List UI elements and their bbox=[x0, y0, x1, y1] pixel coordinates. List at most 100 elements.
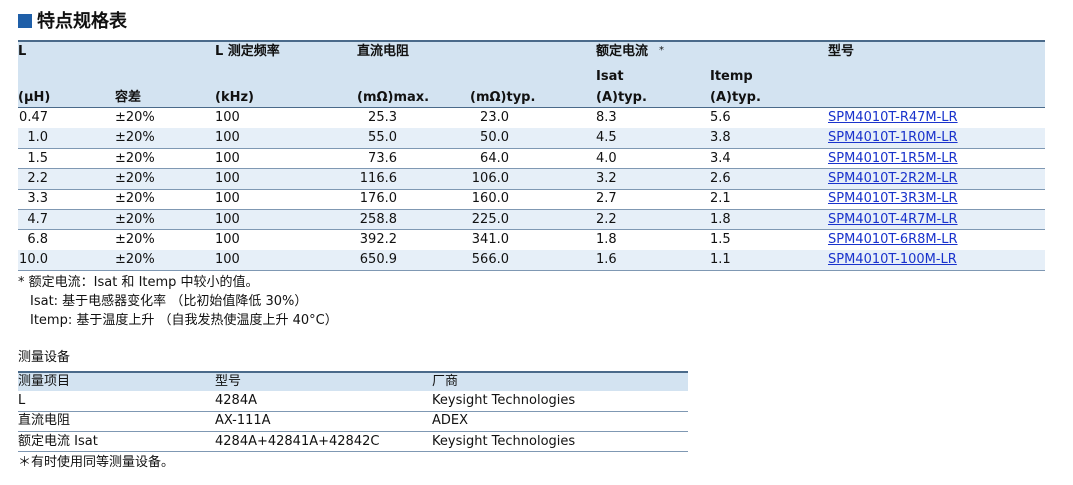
eq-header-bg bbox=[18, 372, 688, 391]
header-cell: 额定电流 bbox=[596, 44, 649, 59]
cell: 10.0 bbox=[19, 252, 48, 268]
model-link[interactable]: SPM4010T-4R7M-LR bbox=[828, 211, 958, 227]
model-link[interactable]: SPM4010T-1R0M-LR bbox=[828, 130, 958, 146]
header-cell: L 测定频率 bbox=[215, 44, 280, 59]
cell: 341.0 bbox=[471, 231, 509, 247]
eq-cell: Keysight Technologies bbox=[432, 433, 576, 449]
cell: 64.0 bbox=[480, 150, 509, 166]
header-cell: Isat bbox=[596, 69, 624, 84]
cell: 1.1 bbox=[710, 252, 731, 268]
cell: 25.3 bbox=[368, 110, 397, 125]
row-bg bbox=[18, 209, 1045, 230]
eq-row-line bbox=[18, 431, 688, 432]
model-link[interactable]: SPM4010T-3R3M-LR bbox=[828, 191, 958, 207]
cell: ±20% bbox=[115, 252, 155, 268]
header-cell: 直流电阻 bbox=[357, 44, 410, 59]
note: * 额定电流：Isat 和 Itemp 中较小的值。 bbox=[18, 275, 259, 290]
eq-cell: AX-111A bbox=[215, 413, 271, 429]
row-line bbox=[18, 249, 1045, 251]
cell: 1.6 bbox=[596, 252, 617, 268]
title-square bbox=[18, 14, 32, 28]
cell: 4.0 bbox=[596, 150, 617, 166]
header-cell: (μH) bbox=[18, 90, 51, 105]
cell: 2.7 bbox=[596, 191, 617, 207]
header-cell: (mΩ)typ. bbox=[470, 90, 536, 105]
model-link[interactable]: SPM4010T-R47M-LR bbox=[828, 110, 958, 125]
eq-cell: Keysight Technologies bbox=[432, 393, 576, 408]
model-link[interactable]: SPM4010T-100M-LR bbox=[828, 252, 957, 268]
cell: 55.0 bbox=[368, 130, 397, 146]
cell: 2.1 bbox=[710, 191, 731, 207]
cell: 100 bbox=[215, 191, 240, 207]
cell: 106.0 bbox=[471, 170, 509, 186]
cell: ±20% bbox=[115, 110, 155, 125]
cell: 1.8 bbox=[596, 231, 617, 247]
section-title: 测量设备 bbox=[18, 350, 71, 365]
eq-header-cell: 厂商 bbox=[432, 374, 459, 389]
cell: 100 bbox=[215, 110, 240, 125]
cell: 566.0 bbox=[471, 252, 509, 268]
eq-header-cell: 型号 bbox=[215, 374, 242, 389]
title: 特点规格表 bbox=[37, 11, 127, 32]
cell: 1.0 bbox=[27, 130, 48, 146]
cell: 1.8 bbox=[710, 211, 731, 227]
eq-row-line bbox=[18, 410, 688, 412]
cell: 1.5 bbox=[710, 231, 731, 247]
model-link[interactable]: SPM4010T-1R5M-LR bbox=[828, 150, 958, 166]
header-cell: 型号 bbox=[828, 44, 855, 59]
header-bottom-line bbox=[18, 107, 1045, 108]
note: Itemp: 基于温度上升 （自我发热使温度上升 40°C） bbox=[30, 313, 338, 328]
header-cell: L bbox=[18, 44, 27, 59]
cell: 100 bbox=[215, 211, 240, 227]
cell: 258.8 bbox=[359, 211, 397, 227]
cell: ±20% bbox=[115, 231, 155, 247]
table-top-line bbox=[18, 40, 1045, 42]
cell: 2.6 bbox=[710, 170, 731, 186]
row-line bbox=[18, 188, 1045, 190]
cell: ±20% bbox=[115, 211, 155, 227]
row-bg bbox=[18, 250, 1045, 271]
cell: 392.2 bbox=[359, 231, 397, 247]
cell: ±20% bbox=[115, 130, 155, 146]
cell: 176.0 bbox=[359, 191, 397, 207]
cell: 50.0 bbox=[480, 130, 509, 146]
cell: 100 bbox=[215, 150, 240, 166]
footnote: ＊有时使用同等测量设备。 bbox=[18, 455, 175, 470]
cell: 100 bbox=[215, 170, 240, 186]
row-bg bbox=[18, 128, 1045, 149]
eq-row-line bbox=[18, 451, 688, 453]
row-line bbox=[18, 168, 1045, 170]
eq-cell: 4284A+42841A+42842C bbox=[215, 433, 380, 449]
header-cell: Itemp bbox=[710, 69, 753, 84]
model-link[interactable]: SPM4010T-2R2M-LR bbox=[828, 170, 958, 186]
row-line bbox=[18, 269, 1045, 271]
row-line bbox=[18, 209, 1045, 210]
cell: 4.5 bbox=[596, 130, 617, 146]
header-mark: * bbox=[659, 45, 664, 56]
header-cell: (kHz) bbox=[215, 90, 254, 105]
cell: 0.47 bbox=[19, 110, 48, 125]
eq-cell: 直流电阻 bbox=[18, 413, 71, 429]
cell: ±20% bbox=[115, 170, 155, 186]
cell: 3.4 bbox=[710, 150, 731, 166]
cell: ±20% bbox=[115, 150, 155, 166]
cell: 5.6 bbox=[710, 110, 731, 125]
eq-cell: L bbox=[18, 393, 26, 408]
cell: 100 bbox=[215, 231, 240, 247]
cell: 3.2 bbox=[596, 170, 617, 186]
header-cell: 容差 bbox=[115, 90, 142, 105]
eq-top-line bbox=[18, 371, 688, 373]
eq-cell: 额定电流 Isat bbox=[18, 433, 98, 449]
row-line bbox=[18, 229, 1045, 231]
eq-header-cell: 测量项目 bbox=[18, 374, 71, 389]
cell: 2.2 bbox=[596, 211, 617, 227]
header-cell: (A)typ. bbox=[596, 90, 647, 105]
cell: 4.7 bbox=[27, 211, 48, 227]
cell: 2.2 bbox=[27, 170, 48, 186]
cell: 3.8 bbox=[710, 130, 731, 146]
header-bg bbox=[18, 41, 1045, 108]
cell: 100 bbox=[215, 252, 240, 268]
model-link[interactable]: SPM4010T-6R8M-LR bbox=[828, 231, 958, 247]
row-line bbox=[18, 148, 1045, 149]
